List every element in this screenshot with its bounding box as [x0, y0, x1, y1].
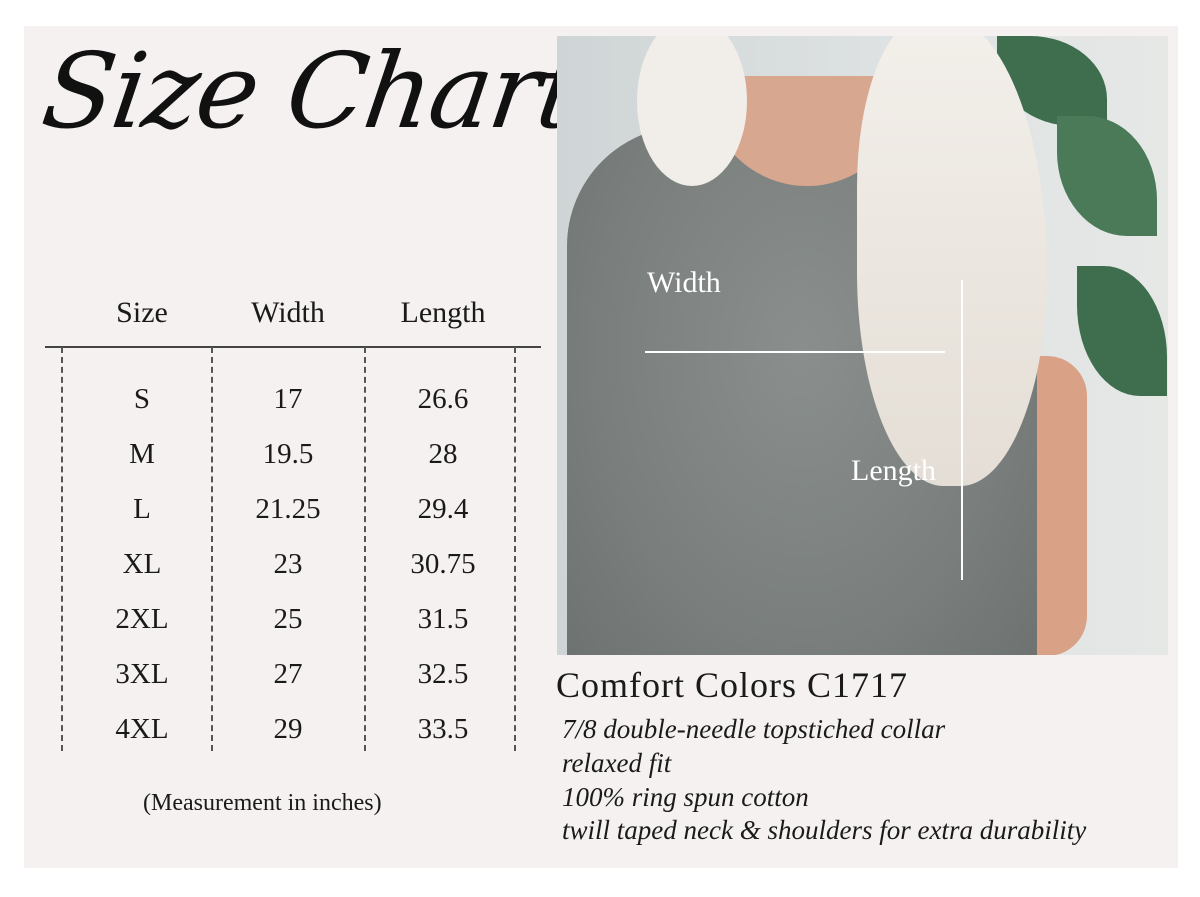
size-cell: L [133, 493, 151, 525]
feature-item: relaxed fit [562, 748, 672, 778]
column-divider [364, 347, 366, 751]
size-cell: M [129, 438, 155, 470]
width-cell: 19.5 [262, 438, 314, 470]
header-length: Length [400, 296, 486, 329]
length-cell: 33.5 [417, 713, 469, 745]
length-cell: 31.5 [417, 603, 469, 635]
size-cell: XL [122, 548, 162, 580]
column-divider [514, 347, 516, 751]
width-cell: 29 [273, 713, 303, 745]
width-arrow [645, 351, 945, 353]
length-cell: 28 [428, 438, 458, 470]
column-divider [211, 347, 213, 751]
plant-leaf [1057, 116, 1157, 236]
width-cell: 21.25 [255, 493, 321, 525]
measurement-note: (Measurement in inches) [143, 790, 382, 816]
length-label: Length [851, 454, 936, 487]
size-chart-title: Size Chart [35, 30, 587, 152]
width-label: Width [647, 266, 721, 299]
size-cell: 3XL [115, 658, 169, 690]
feature-item: 100% ring spun cotton [562, 782, 809, 812]
product-name: Comfort Colors C1717 [556, 665, 909, 705]
header-size: Size [116, 296, 168, 329]
feature-item: twill taped neck & shoulders for extra d… [562, 815, 1087, 845]
hair [637, 36, 747, 186]
hair [857, 36, 1047, 486]
column-divider [61, 347, 63, 751]
feature-item: 7/8 double-needle topstiched collar [562, 714, 946, 744]
length-cell: 29.4 [417, 493, 469, 525]
width-cell: 23 [273, 548, 303, 580]
size-cell: S [133, 383, 151, 415]
plant-leaf [1077, 266, 1167, 396]
width-cell: 25 [273, 603, 303, 635]
length-cell: 32.5 [417, 658, 469, 690]
header-width: Width [251, 296, 325, 329]
product-photo: Width Length [557, 36, 1168, 655]
size-cell: 2XL [115, 603, 169, 635]
length-arrow [961, 280, 963, 580]
length-cell: 26.6 [417, 383, 469, 415]
size-cell: 4XL [115, 713, 169, 745]
width-cell: 27 [273, 658, 303, 690]
width-cell: 17 [273, 383, 303, 415]
header-divider [45, 346, 541, 348]
length-cell: 30.75 [410, 548, 476, 580]
